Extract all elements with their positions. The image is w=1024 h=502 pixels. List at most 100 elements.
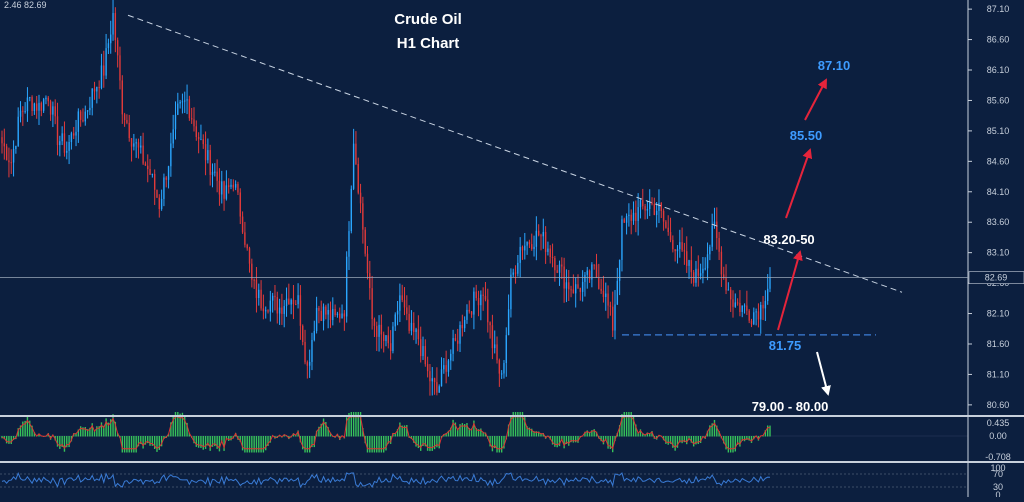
candle-body [91, 88, 93, 108]
macd-bar [623, 412, 625, 437]
candle-body [170, 143, 172, 167]
candle [510, 268, 512, 318]
macd-bar [568, 436, 570, 446]
macd-bar [461, 423, 464, 437]
candle-body [408, 313, 410, 331]
macd-bar [764, 430, 767, 437]
candle-body [341, 313, 343, 319]
macd-bar [443, 434, 445, 437]
macd-layer: 0.435 0.00 -0.708 [0, 412, 1011, 462]
candle-body [755, 311, 757, 313]
candle-body [239, 192, 241, 217]
candle [350, 185, 352, 234]
candle-body [188, 99, 191, 119]
macd-bar [172, 415, 174, 437]
macd-bar [649, 433, 651, 437]
y-tick-label: 84.10 [987, 187, 1010, 197]
candle [463, 316, 466, 332]
candle-body [163, 177, 165, 199]
macd-bar [713, 419, 716, 437]
candle-body [426, 364, 429, 372]
candle [158, 194, 160, 218]
candle [52, 101, 54, 128]
macd-bar [151, 436, 154, 446]
candle-body [496, 344, 498, 361]
resistance-label: 83.20-50 [763, 232, 814, 247]
candle-body [572, 289, 575, 294]
macd-bar [214, 436, 216, 447]
candle [73, 126, 75, 139]
candle-body [283, 306, 285, 314]
candle-body [766, 288, 769, 302]
candle-body [595, 264, 598, 278]
candle [359, 183, 362, 214]
price-tag: 82.69 [985, 273, 1008, 283]
candle-body [494, 344, 496, 349]
candle [278, 298, 281, 325]
candle [736, 298, 739, 306]
candle [288, 283, 290, 305]
candle-body [75, 131, 77, 136]
candle [561, 257, 563, 279]
macd-bar [239, 436, 241, 442]
candle [531, 233, 533, 251]
candle-body [179, 101, 181, 104]
macd-tick-label: 0.00 [989, 431, 1007, 441]
macd-bar [258, 436, 260, 453]
candle-body [704, 268, 706, 270]
macd-bar [283, 434, 285, 437]
candle-body [736, 302, 739, 304]
support-label: 81.75 [769, 338, 802, 353]
macd-bar [177, 412, 179, 437]
macd-bar [142, 436, 144, 449]
candle-body [218, 180, 221, 195]
candle [357, 157, 359, 195]
ohlc-readout: 2.46 82.69 [4, 0, 47, 10]
macd-bar [732, 436, 734, 453]
macd-bar [225, 436, 228, 440]
candle [709, 244, 711, 261]
candle [392, 321, 394, 354]
candle [308, 349, 311, 378]
candle [128, 114, 130, 142]
candle-body [12, 149, 15, 163]
candle-body [214, 171, 216, 173]
macd-bar [422, 436, 424, 447]
candle [142, 132, 144, 165]
candle [753, 307, 755, 326]
candle-body [133, 143, 135, 147]
macd-bar [739, 436, 741, 447]
candle [144, 161, 147, 166]
macd-bar [399, 422, 401, 437]
candle [17, 107, 19, 147]
candle [574, 277, 577, 308]
candle [526, 241, 528, 255]
candle-body [295, 304, 297, 306]
candle-body [158, 197, 160, 209]
candle-body [600, 288, 602, 291]
candle [408, 305, 410, 334]
candle-body [614, 304, 616, 331]
candle-body [392, 326, 394, 351]
candle [503, 360, 505, 379]
candle-body [130, 138, 133, 147]
candle [424, 339, 427, 367]
candle [241, 211, 244, 234]
candle-body [743, 305, 746, 307]
candle [537, 224, 540, 237]
candle-body [649, 202, 651, 209]
candle [399, 283, 401, 322]
candle [77, 108, 80, 143]
candle-body [174, 114, 177, 130]
macd-bar [723, 436, 725, 444]
macd-bar [186, 422, 188, 437]
candle-body [302, 325, 304, 343]
candle [540, 233, 542, 251]
candle-body [709, 246, 711, 255]
candle-body [22, 110, 24, 112]
candle [281, 293, 283, 325]
macd-bar [665, 436, 667, 444]
candle [415, 327, 417, 344]
macd-bar [695, 436, 697, 445]
rsi-tick-label: 0 [995, 490, 1000, 497]
